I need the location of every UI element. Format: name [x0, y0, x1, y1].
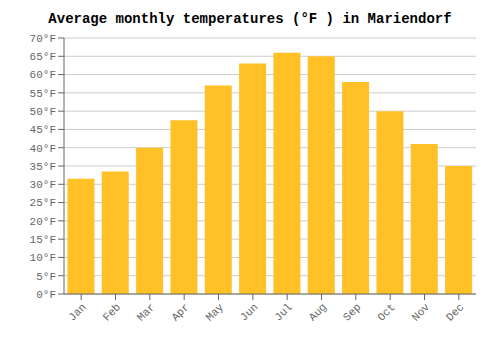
svg-text:Jan: Jan — [66, 301, 88, 323]
svg-text:5°F: 5°F — [36, 271, 56, 283]
svg-text:60°F: 60°F — [30, 69, 56, 81]
svg-text:50°F: 50°F — [30, 106, 56, 118]
svg-text:Aug: Aug — [307, 301, 329, 323]
html-text:Average monthly temperatures (: Average monthly temperatures (°F ) in Ma… — [48, 11, 452, 27]
svg-text:70°F: 70°F — [30, 33, 56, 45]
svg-text:Nov: Nov — [410, 301, 433, 324]
svg-text:20°F: 20°F — [30, 216, 56, 228]
svg-text:0°F: 0°F — [36, 289, 56, 301]
svg-text:45°F: 45°F — [30, 124, 56, 136]
svg-text:25°F: 25°F — [30, 197, 56, 209]
svg-text:15°F: 15°F — [30, 234, 56, 246]
svg-text:10°F: 10°F — [30, 252, 56, 264]
svg-text:35°F: 35°F — [30, 161, 56, 173]
svg-text:Jul: Jul — [272, 301, 294, 323]
svg-text:May: May — [204, 301, 227, 324]
svg-text:Mar: Mar — [135, 301, 157, 323]
svg-text:40°F: 40°F — [30, 143, 56, 155]
svg-text:Sep: Sep — [341, 301, 363, 323]
svg-text:Feb: Feb — [101, 301, 123, 323]
svg-text:65°F: 65°F — [30, 51, 56, 63]
svg-text:Apr: Apr — [169, 301, 191, 323]
svg-text:30°F: 30°F — [30, 179, 56, 191]
svg-text:Oct: Oct — [375, 301, 397, 323]
svg-text:55°F: 55°F — [30, 88, 56, 100]
svg-text:Dec: Dec — [444, 301, 466, 323]
svg-text:Jun: Jun — [238, 301, 260, 323]
